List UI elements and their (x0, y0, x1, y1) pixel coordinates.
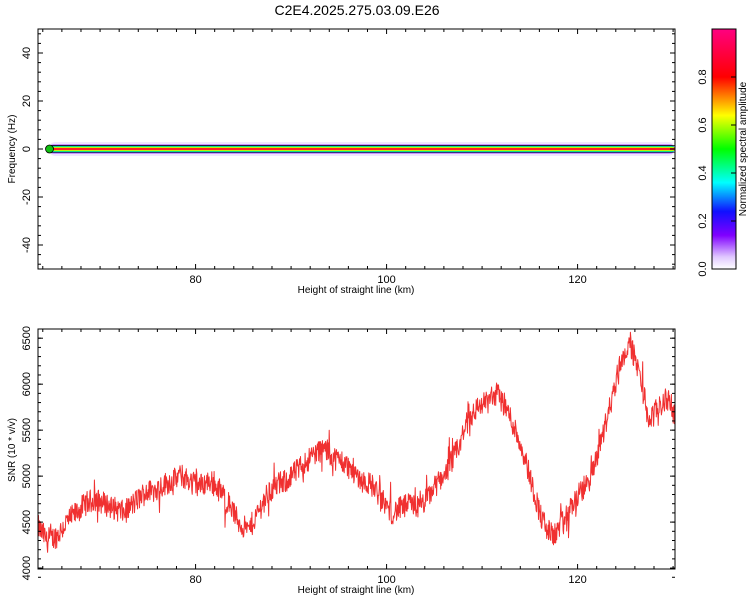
snr-panel: 80 100 120 4000 4500 5000 5500 6000 6500 Height… (7, 326, 676, 596)
colorbar-tick-label: 0.8 (697, 69, 709, 84)
bottom-y-tick-label: 6000 (21, 372, 33, 396)
colorbar-tick-labels: 0.0 0.2 0.4 0.6 0.8 (697, 69, 736, 277)
bottom-y-tick-label: 4000 (21, 556, 33, 580)
top-x-tick-label: 80 (189, 274, 201, 286)
top-y-tick-labels: 40 20 0 -20 -40 (21, 47, 33, 253)
bottom-tick-marks (38, 328, 675, 578)
snr-frame (37, 328, 676, 570)
bottom-y-tick-label: 5000 (21, 464, 33, 488)
colorbar-tick-label: 0.4 (697, 165, 709, 180)
top-y-tick-label: 40 (21, 47, 33, 59)
snr-series-line (37, 331, 676, 553)
bottom-y-tick-label: 4500 (21, 510, 33, 534)
bottom-x-tick-label: 80 (189, 574, 201, 586)
top-x-tick-labels: 80 100 120 (189, 274, 586, 286)
bottom-y-tick-label: 5500 (21, 418, 33, 442)
ridge-start-cap (45, 144, 54, 154)
colorbar-tick-label: 0.6 (697, 117, 709, 132)
spectral-ridge (45, 142, 675, 156)
colorbar-tick-label: 0.2 (697, 213, 709, 228)
top-y-tick-label: -40 (21, 237, 33, 253)
bottom-x-tick-label: 100 (377, 574, 395, 586)
bottom-y-tick-label: 6500 (21, 326, 33, 350)
bottom-x-tick-labels: 80 100 120 (189, 574, 586, 586)
top-x-axis-label: Height of straight line (km) (298, 285, 415, 296)
colorbar-label: Normalized spectral amplitude (738, 81, 749, 216)
figure-title: C2E4.2025.275.03.09.E26 (274, 2, 439, 18)
top-x-tick-label: 120 (568, 274, 586, 286)
bottom-y-axis-label: SNR (10 * v/v) (7, 418, 18, 482)
spectrogram-frame (37, 28, 676, 270)
bottom-y-tick-labels: 4000 4500 5000 5500 6000 6500 (21, 326, 33, 580)
ridge-band-6 (48, 148, 675, 150)
bottom-x-tick-label: 120 (568, 574, 586, 586)
top-y-tick-label: -20 (21, 189, 33, 205)
top-y-tick-label: 0 (21, 146, 33, 152)
bottom-x-axis-label: Height of straight line (km) (298, 585, 415, 596)
top-y-axis-label: Frequency (Hz) (7, 115, 18, 184)
spectrogram-panel: 80 100 120 40 20 0 -20 -40 Height of straight … (7, 28, 676, 296)
colorbar-tick-label: 0.0 (697, 261, 709, 276)
top-y-tick-label: 20 (21, 95, 33, 107)
top-x-tick-label: 100 (377, 274, 395, 286)
colorbar-gradient (711, 28, 737, 270)
colorbar: 0.0 0.2 0.4 0.6 0.8 Normalized spectral ampl… (697, 28, 749, 277)
